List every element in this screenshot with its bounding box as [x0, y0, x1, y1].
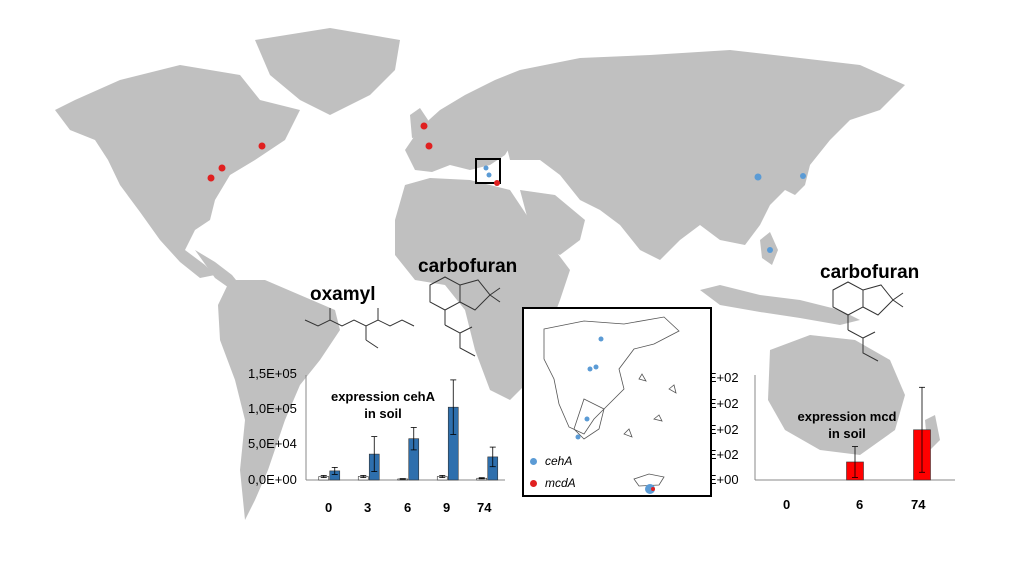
asia-shape — [505, 50, 905, 260]
ceh-site-dot — [767, 247, 773, 253]
greece-map — [543, 316, 680, 494]
mcd-site-dot — [651, 487, 655, 491]
arabia-shape — [520, 190, 585, 255]
chart1-xtick: 3 — [364, 500, 372, 515]
chart2-xtick: 6 — [856, 497, 864, 512]
mcd-site-dot — [425, 142, 433, 150]
ceh-site-dot — [575, 434, 581, 440]
uk-shape — [410, 108, 428, 138]
carbofuran-label-right: carbofuran — [820, 262, 920, 283]
legend-ceha-dot — [530, 458, 537, 466]
mcd-site-dot — [207, 174, 215, 182]
ceh-site-dot — [754, 173, 762, 181]
carbofuran-label-left: carbofuran — [418, 256, 518, 277]
north-america-shape — [55, 65, 300, 278]
south-america-shape — [218, 280, 340, 520]
chart1-xtick: 74 — [477, 500, 492, 515]
chart1-ytick: 1,0E+05 — [248, 401, 297, 416]
chart2-xtick: 74 — [911, 497, 926, 512]
ceh-site-dot — [486, 172, 492, 178]
legend-mcda-dot — [530, 480, 537, 488]
sea-islands-shape — [700, 285, 860, 325]
carbofuran-structure-left — [429, 276, 501, 357]
oxamyl-label: oxamyl — [310, 284, 376, 305]
legend-mcda-label: mcdA — [545, 476, 576, 490]
chart2-title-line1: expression mcd — [797, 409, 897, 424]
greece-inset: cehA mcdA — [522, 307, 712, 497]
carbofuran-structure-right — [832, 281, 904, 362]
mcd-site-dot — [218, 164, 226, 172]
chart1-title-line2: in soil — [364, 406, 402, 421]
chart1-xtick: 9 — [443, 500, 451, 515]
ceh-site-dot — [584, 416, 590, 422]
australia-shape — [768, 335, 905, 455]
chart2-title: expression mcd in soil — [782, 408, 912, 442]
ceh-site-dot — [598, 336, 604, 342]
mcd-site-dot — [494, 180, 500, 186]
site-dots — [207, 122, 806, 253]
chart1-xtick: 0 — [325, 500, 333, 515]
chart1-ytick: 5,0E+04 — [248, 436, 297, 451]
legend-item-mcda: mcdA — [530, 476, 576, 490]
legend-ceha-label: cehA — [545, 454, 573, 468]
greece-highlight-box — [475, 158, 501, 184]
legend-item-ceha: cehA — [530, 454, 572, 468]
ceh-site-dot — [800, 173, 806, 179]
chart2-title-line2: in soil — [828, 426, 866, 441]
chart1-xtick: 6 — [404, 500, 412, 515]
chart-mcd-expression — [754, 375, 955, 481]
chart1-ytick: 0,0E+00 — [248, 472, 297, 487]
ceh-site-dot — [593, 364, 599, 370]
ceh-site-dot — [645, 484, 655, 494]
mcd-site-dot — [258, 142, 266, 150]
japan-shape — [785, 150, 810, 195]
ceh-site-dot — [587, 366, 593, 372]
greenland-shape — [255, 28, 400, 115]
chart1-ytick: 1,5E+05 — [248, 366, 297, 381]
ceh-site-dot — [483, 165, 489, 171]
mcd-site-dot — [420, 122, 428, 130]
chart2-xtick: 0 — [783, 497, 791, 512]
chart1-title-line1: expression cehA — [330, 389, 436, 404]
chart1-title: expression cehA in soil — [318, 388, 448, 422]
chart-ceha-expression — [305, 375, 505, 481]
central-america-shape — [195, 250, 240, 290]
oxamyl-structure — [304, 308, 415, 349]
